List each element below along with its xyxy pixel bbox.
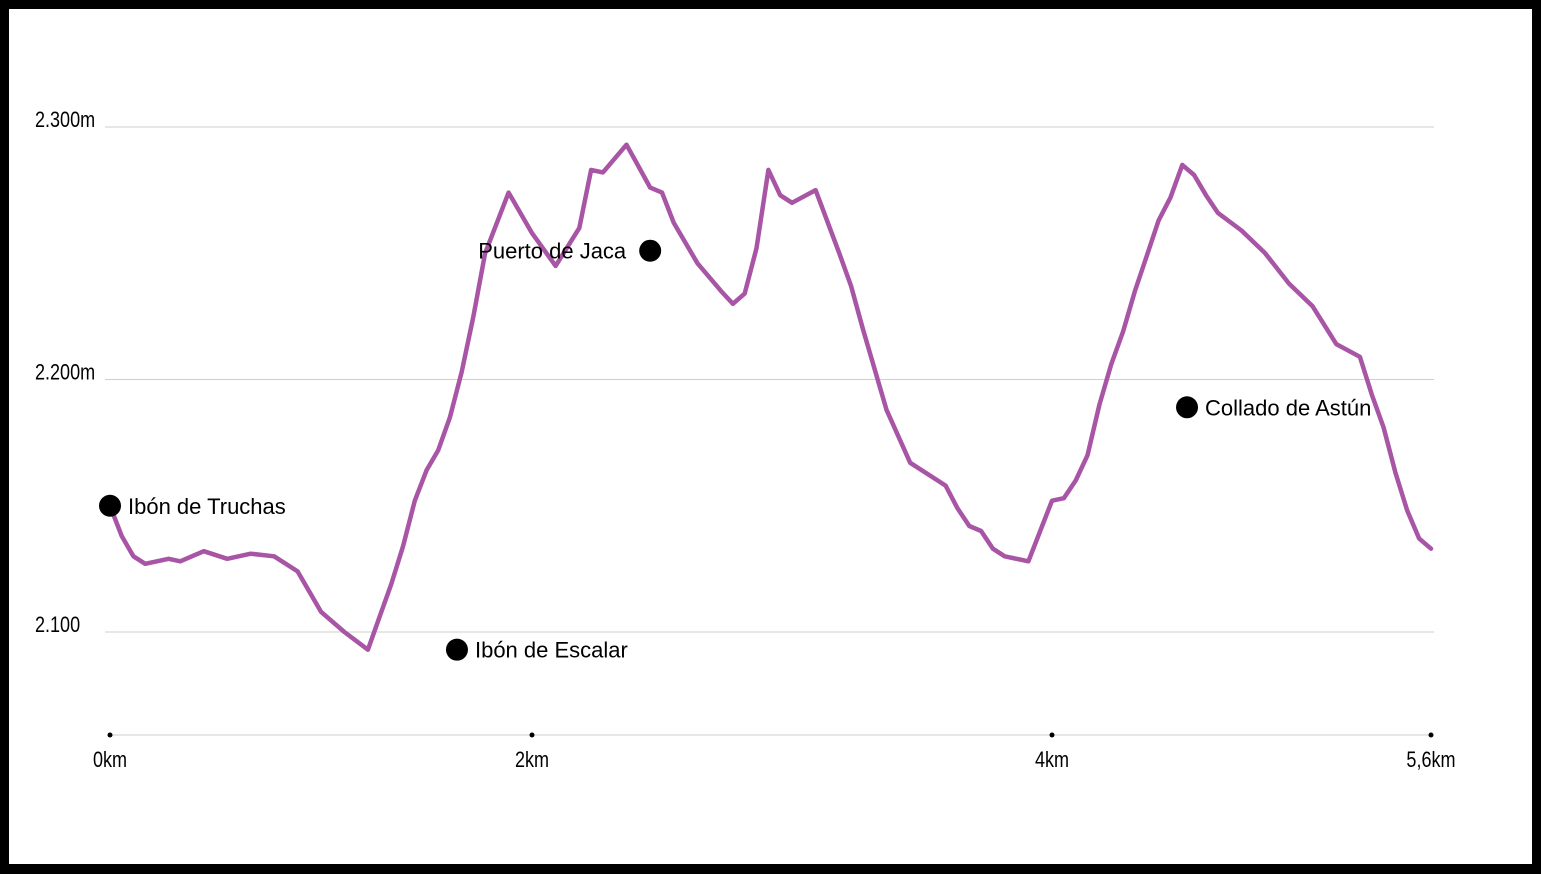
waypoint-marker (99, 494, 121, 517)
waypoint-marker (639, 239, 662, 262)
elevation-line (107, 142, 1434, 652)
waypoint-label: Ibón de Escalar (475, 638, 628, 663)
x-axis: 0km 2km 4km 5,6km (93, 732, 1456, 772)
waypoint-marker (1176, 396, 1199, 419)
x-tick-dot (529, 732, 535, 738)
grid (105, 126, 1434, 633)
y-tick-label: 2.100 (35, 613, 80, 637)
elevation-profile-chart: 2.300m 2.200m 2.100 0km 2km 4km 5,6km Ibón de… (35, 108, 1456, 772)
waypoints: Ibón de Truchas Ibón de Escalar Puerto de … (99, 239, 1371, 663)
x-tick-label: 2km (515, 748, 549, 772)
chart-frame: 2.300m 2.200m 2.100 0km 2km 4km 5,6km Ibón de… (9, 9, 1532, 864)
y-tick-label: 2.300m (35, 108, 95, 132)
waypoint-marker (445, 638, 468, 661)
x-tick-dot (107, 732, 113, 738)
y-tick-label: 2.200m (35, 361, 95, 385)
x-tick-label: 0km (93, 748, 127, 772)
y-axis-ticks: 2.300m 2.200m 2.100 (35, 108, 95, 637)
x-tick-dot (1049, 732, 1055, 738)
x-tick-label: 5,6km (1406, 748, 1455, 772)
waypoint-label: Collado de Astún (1205, 395, 1371, 420)
x-tick-dot (1428, 732, 1434, 738)
waypoint-label: Ibón de Truchas (128, 494, 286, 519)
x-tick-label: 4km (1035, 748, 1069, 772)
series (107, 142, 1434, 652)
waypoint-label: Puerto de Jaca (478, 239, 627, 264)
